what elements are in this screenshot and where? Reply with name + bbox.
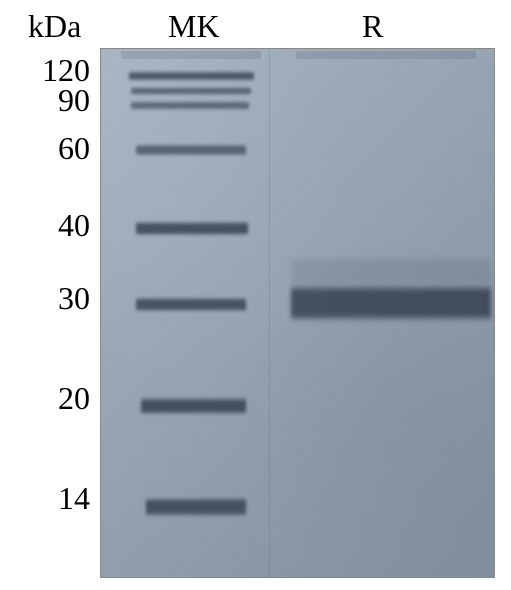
marker-band-5 xyxy=(136,297,246,312)
lane-mk xyxy=(121,49,261,577)
lane-label-r: R xyxy=(362,8,383,45)
mw-label-14: 14 xyxy=(20,480,90,517)
mw-label-30: 30 xyxy=(20,280,90,317)
sample-band-0 xyxy=(291,284,491,322)
marker-band-4 xyxy=(136,221,248,236)
lane-label-mk: MK xyxy=(168,8,220,45)
mw-label-90: 90 xyxy=(20,82,90,119)
marker-band-1 xyxy=(131,87,251,95)
mw-label-20: 20 xyxy=(20,380,90,417)
marker-band-2 xyxy=(131,101,249,110)
lane-separator xyxy=(269,49,270,577)
mw-label-40: 40 xyxy=(20,207,90,244)
mw-label-60: 60 xyxy=(20,130,90,167)
lane-r xyxy=(291,49,491,577)
marker-band-0 xyxy=(129,71,254,81)
sample-smear-0 xyxy=(291,259,491,284)
marker-band-6 xyxy=(141,397,246,415)
marker-band-7 xyxy=(146,497,246,517)
gel-image xyxy=(100,48,495,578)
marker-band-3 xyxy=(136,144,246,156)
units-label: kDa xyxy=(28,8,81,45)
